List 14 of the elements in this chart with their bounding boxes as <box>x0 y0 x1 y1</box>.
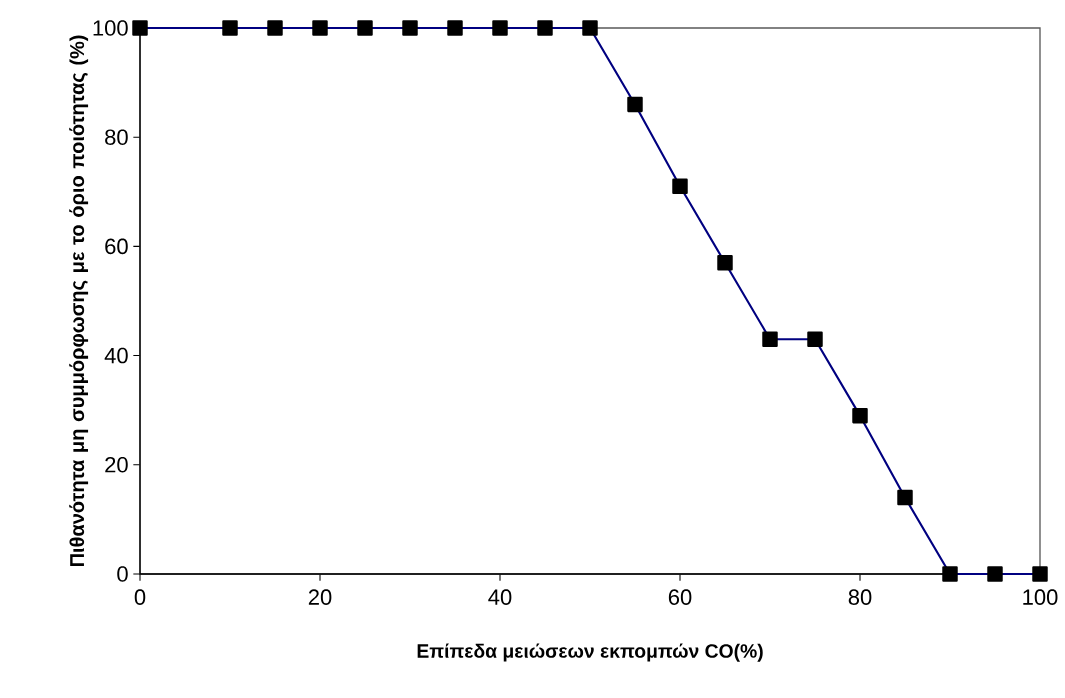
y-tick-label: 0 <box>117 566 128 582</box>
y-tick-label: 40 <box>104 347 128 364</box>
y-tick-label: 100 <box>93 20 128 36</box>
y-tick-label: 20 <box>105 456 128 473</box>
y-tick-label: 60 <box>105 238 128 255</box>
y-tick-label: 80 <box>105 129 128 145</box>
x-tick-label: 0 <box>134 589 146 605</box>
x-axis-title: Επίπεδα μειώσεων εκπομπών CO(%) <box>417 643 763 662</box>
x-tick-label: 80 <box>848 589 872 605</box>
x-tick-label: 60 <box>668 589 692 605</box>
x-tick-label: 20 <box>308 589 332 605</box>
y-axis-title: Πιθανότητα μη συμμόρφωσης με το όριο ποιότητας (%) <box>69 35 89 567</box>
x-tick-label: 100 <box>1023 589 1058 605</box>
x-tick-label: 40 <box>488 589 512 605</box>
